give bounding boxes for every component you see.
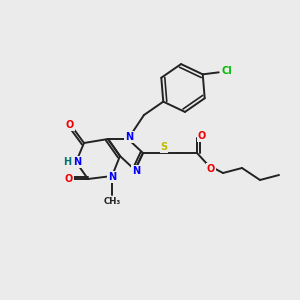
Text: N: N	[108, 172, 116, 182]
Text: N: N	[132, 166, 140, 176]
Text: CH₃: CH₃	[103, 197, 121, 206]
Text: O: O	[207, 164, 215, 174]
Text: Cl: Cl	[221, 66, 232, 76]
Text: O: O	[65, 174, 73, 184]
Text: O: O	[198, 131, 206, 141]
Text: H: H	[63, 157, 71, 167]
Text: N: N	[73, 157, 81, 167]
Text: O: O	[66, 120, 74, 130]
Text: S: S	[160, 142, 168, 152]
Text: N: N	[125, 132, 133, 142]
